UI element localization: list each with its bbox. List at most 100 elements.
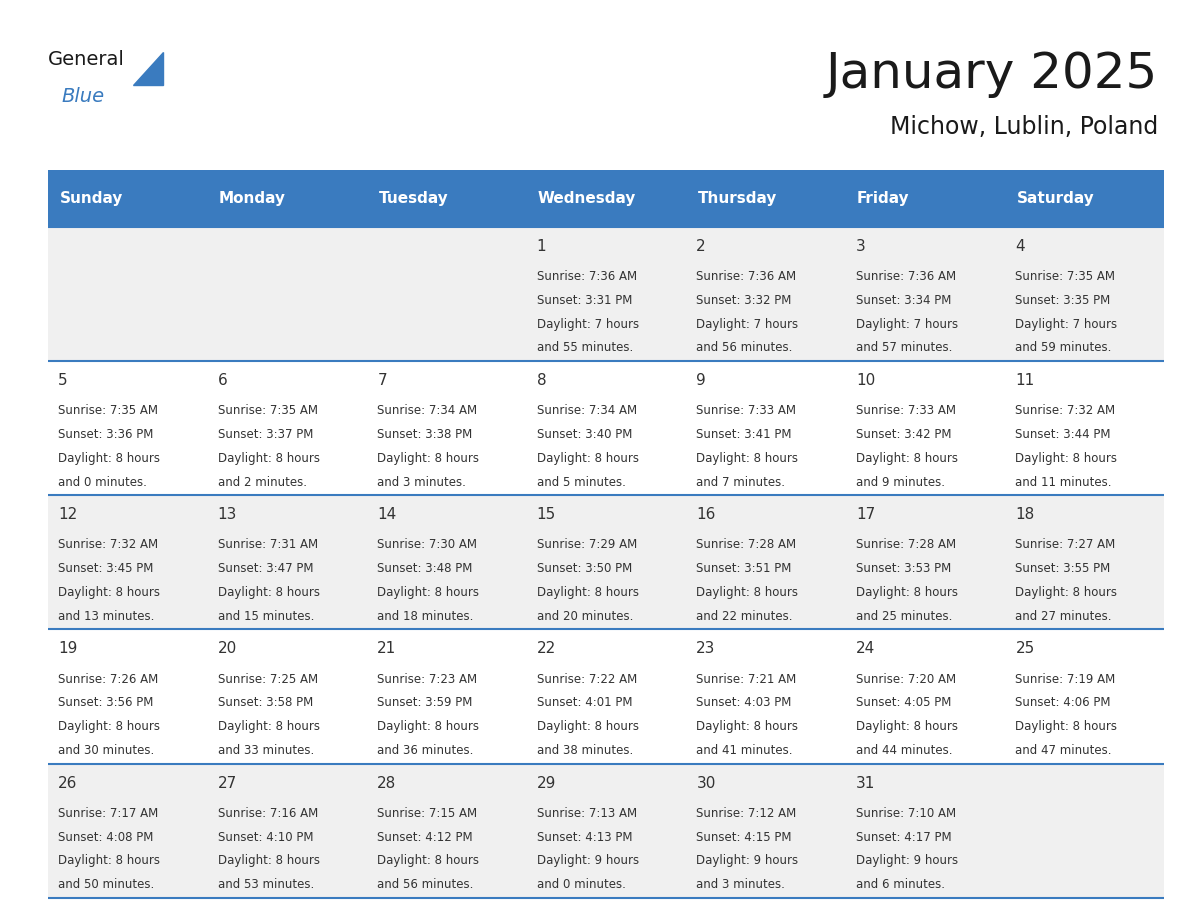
Text: Sunset: 3:41 PM: Sunset: 3:41 PM bbox=[696, 428, 792, 441]
Text: Blue: Blue bbox=[62, 87, 105, 106]
Text: and 0 minutes.: and 0 minutes. bbox=[537, 879, 626, 891]
Text: Sunset: 3:45 PM: Sunset: 3:45 PM bbox=[58, 562, 153, 576]
Text: Sunset: 3:51 PM: Sunset: 3:51 PM bbox=[696, 562, 791, 576]
Text: 14: 14 bbox=[378, 507, 397, 522]
Text: 30: 30 bbox=[696, 776, 715, 790]
Text: Sunrise: 7:23 AM: Sunrise: 7:23 AM bbox=[378, 673, 478, 686]
Text: and 56 minutes.: and 56 minutes. bbox=[378, 879, 474, 891]
Text: Sunrise: 7:27 AM: Sunrise: 7:27 AM bbox=[1016, 538, 1116, 552]
Text: Sunrise: 7:15 AM: Sunrise: 7:15 AM bbox=[378, 807, 478, 820]
Text: Sunset: 3:36 PM: Sunset: 3:36 PM bbox=[58, 428, 153, 441]
Text: Sunset: 4:15 PM: Sunset: 4:15 PM bbox=[696, 831, 792, 844]
Text: and 5 minutes.: and 5 minutes. bbox=[537, 476, 626, 488]
Text: Daylight: 7 hours: Daylight: 7 hours bbox=[696, 318, 798, 330]
Text: and 25 minutes.: and 25 minutes. bbox=[855, 610, 953, 623]
Text: and 30 minutes.: and 30 minutes. bbox=[58, 744, 154, 757]
Text: and 2 minutes.: and 2 minutes. bbox=[217, 476, 307, 488]
Text: Sunset: 4:08 PM: Sunset: 4:08 PM bbox=[58, 831, 153, 844]
Text: Sunset: 3:42 PM: Sunset: 3:42 PM bbox=[855, 428, 952, 441]
Text: Sunrise: 7:36 AM: Sunrise: 7:36 AM bbox=[537, 270, 637, 283]
Text: 6: 6 bbox=[217, 373, 227, 388]
Text: 16: 16 bbox=[696, 507, 715, 522]
Bar bbox=[48, 630, 1164, 764]
Text: Sunset: 4:10 PM: Sunset: 4:10 PM bbox=[217, 831, 314, 844]
Text: 27: 27 bbox=[217, 776, 236, 790]
Text: and 20 minutes.: and 20 minutes. bbox=[537, 610, 633, 623]
Text: 15: 15 bbox=[537, 507, 556, 522]
Text: Daylight: 8 hours: Daylight: 8 hours bbox=[378, 586, 479, 599]
Text: Daylight: 7 hours: Daylight: 7 hours bbox=[537, 318, 639, 330]
Text: Sunset: 4:03 PM: Sunset: 4:03 PM bbox=[696, 697, 791, 710]
Text: 29: 29 bbox=[537, 776, 556, 790]
Text: Sunset: 3:44 PM: Sunset: 3:44 PM bbox=[1016, 428, 1111, 441]
Text: Sunset: 4:17 PM: Sunset: 4:17 PM bbox=[855, 831, 952, 844]
Text: January 2025: January 2025 bbox=[826, 50, 1158, 98]
Text: 19: 19 bbox=[58, 642, 77, 656]
Text: Sunset: 3:55 PM: Sunset: 3:55 PM bbox=[1016, 562, 1111, 576]
Text: Daylight: 8 hours: Daylight: 8 hours bbox=[855, 452, 958, 465]
Text: and 53 minutes.: and 53 minutes. bbox=[217, 879, 314, 891]
Text: and 36 minutes.: and 36 minutes. bbox=[378, 744, 474, 757]
Text: 21: 21 bbox=[378, 642, 397, 656]
Text: Daylight: 8 hours: Daylight: 8 hours bbox=[696, 721, 798, 733]
Text: and 44 minutes.: and 44 minutes. bbox=[855, 744, 953, 757]
Text: and 6 minutes.: and 6 minutes. bbox=[855, 879, 944, 891]
Text: and 3 minutes.: and 3 minutes. bbox=[378, 476, 466, 488]
Text: Daylight: 9 hours: Daylight: 9 hours bbox=[696, 855, 798, 868]
Text: 3: 3 bbox=[855, 239, 866, 253]
Text: Sunrise: 7:32 AM: Sunrise: 7:32 AM bbox=[58, 538, 158, 552]
Text: Sunset: 3:40 PM: Sunset: 3:40 PM bbox=[537, 428, 632, 441]
Text: Daylight: 8 hours: Daylight: 8 hours bbox=[217, 721, 320, 733]
Text: General: General bbox=[48, 50, 125, 70]
Text: 13: 13 bbox=[217, 507, 238, 522]
Text: Daylight: 8 hours: Daylight: 8 hours bbox=[1016, 452, 1118, 465]
Text: Sunrise: 7:26 AM: Sunrise: 7:26 AM bbox=[58, 673, 158, 686]
Text: Daylight: 9 hours: Daylight: 9 hours bbox=[855, 855, 958, 868]
Text: and 11 minutes.: and 11 minutes. bbox=[1016, 476, 1112, 488]
Text: 26: 26 bbox=[58, 776, 77, 790]
Text: 5: 5 bbox=[58, 373, 68, 388]
Text: 18: 18 bbox=[1016, 507, 1035, 522]
Text: and 27 minutes.: and 27 minutes. bbox=[1016, 610, 1112, 623]
Text: Sunset: 3:58 PM: Sunset: 3:58 PM bbox=[217, 697, 312, 710]
Text: Sunrise: 7:28 AM: Sunrise: 7:28 AM bbox=[696, 538, 796, 552]
Text: 10: 10 bbox=[855, 373, 876, 388]
Text: and 3 minutes.: and 3 minutes. bbox=[696, 879, 785, 891]
Text: Daylight: 8 hours: Daylight: 8 hours bbox=[1016, 721, 1118, 733]
Text: 12: 12 bbox=[58, 507, 77, 522]
Text: Daylight: 8 hours: Daylight: 8 hours bbox=[537, 586, 639, 599]
Text: Sunrise: 7:30 AM: Sunrise: 7:30 AM bbox=[378, 538, 478, 552]
Text: Daylight: 9 hours: Daylight: 9 hours bbox=[537, 855, 639, 868]
Text: and 50 minutes.: and 50 minutes. bbox=[58, 879, 154, 891]
Text: Sunrise: 7:29 AM: Sunrise: 7:29 AM bbox=[537, 538, 637, 552]
Text: and 9 minutes.: and 9 minutes. bbox=[855, 476, 944, 488]
Text: and 59 minutes.: and 59 minutes. bbox=[1016, 341, 1112, 354]
Text: 11: 11 bbox=[1016, 373, 1035, 388]
Text: Sunset: 4:13 PM: Sunset: 4:13 PM bbox=[537, 831, 632, 844]
Text: Daylight: 8 hours: Daylight: 8 hours bbox=[696, 452, 798, 465]
Text: Sunset: 3:53 PM: Sunset: 3:53 PM bbox=[855, 562, 952, 576]
Text: Sunset: 3:50 PM: Sunset: 3:50 PM bbox=[537, 562, 632, 576]
Text: Sunrise: 7:16 AM: Sunrise: 7:16 AM bbox=[217, 807, 318, 820]
Text: 2: 2 bbox=[696, 239, 706, 253]
Text: Sunrise: 7:34 AM: Sunrise: 7:34 AM bbox=[537, 404, 637, 417]
Text: Sunrise: 7:10 AM: Sunrise: 7:10 AM bbox=[855, 807, 956, 820]
Text: 17: 17 bbox=[855, 507, 876, 522]
Text: Wednesday: Wednesday bbox=[538, 191, 637, 206]
Text: Sunrise: 7:20 AM: Sunrise: 7:20 AM bbox=[855, 673, 956, 686]
Text: Sunset: 3:34 PM: Sunset: 3:34 PM bbox=[855, 294, 952, 307]
Text: Tuesday: Tuesday bbox=[379, 191, 448, 206]
Text: Daylight: 8 hours: Daylight: 8 hours bbox=[217, 452, 320, 465]
Text: Daylight: 8 hours: Daylight: 8 hours bbox=[58, 452, 160, 465]
Text: and 7 minutes.: and 7 minutes. bbox=[696, 476, 785, 488]
Text: 28: 28 bbox=[378, 776, 397, 790]
Text: Sunset: 3:38 PM: Sunset: 3:38 PM bbox=[378, 428, 473, 441]
Text: Sunset: 4:12 PM: Sunset: 4:12 PM bbox=[378, 831, 473, 844]
Text: Sunset: 3:59 PM: Sunset: 3:59 PM bbox=[378, 697, 473, 710]
Text: 25: 25 bbox=[1016, 642, 1035, 656]
Text: and 22 minutes.: and 22 minutes. bbox=[696, 610, 792, 623]
Text: and 33 minutes.: and 33 minutes. bbox=[217, 744, 314, 757]
Polygon shape bbox=[133, 52, 163, 85]
Text: Sunset: 3:47 PM: Sunset: 3:47 PM bbox=[217, 562, 314, 576]
Text: Daylight: 7 hours: Daylight: 7 hours bbox=[855, 318, 958, 330]
